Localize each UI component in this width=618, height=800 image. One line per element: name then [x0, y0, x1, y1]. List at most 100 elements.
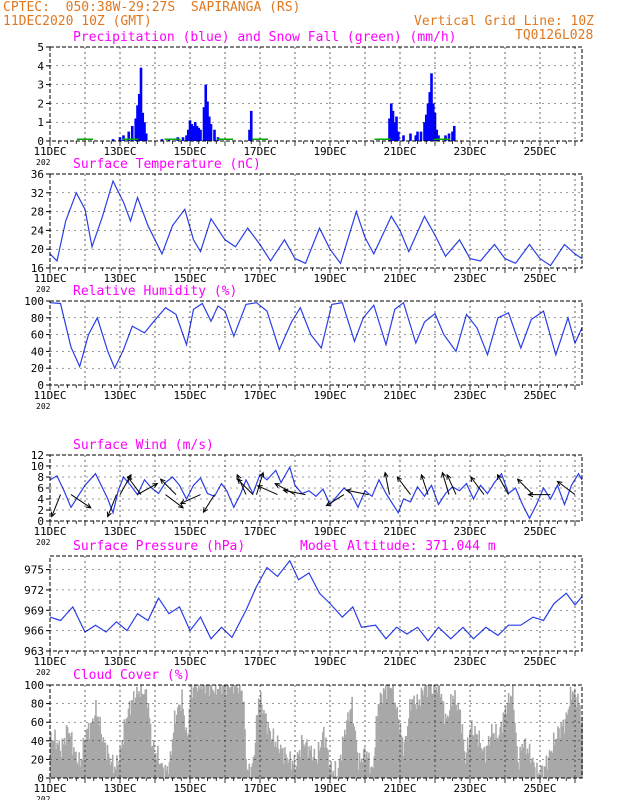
cloud-bar [457, 702, 459, 778]
temp-frame [49, 173, 583, 269]
cloud-bar [300, 735, 303, 778]
y-tick-label: 972 [24, 584, 44, 597]
cloud-bar [391, 689, 393, 778]
cloud-bar [446, 715, 449, 778]
cloud-bar [504, 705, 507, 778]
y-tick-label: 24 [31, 224, 45, 237]
cloud-bar [432, 693, 434, 778]
y-tick-label: 0 [37, 135, 44, 148]
wind-arrow [396, 476, 411, 495]
x-tick-label: 17DEC [243, 272, 276, 285]
cloud-bar [267, 721, 269, 778]
precip-bar [388, 118, 391, 141]
cloud-bar [451, 706, 453, 778]
cloud-bar [145, 689, 148, 778]
cloud-bar [89, 722, 92, 778]
cloud-bar [484, 762, 487, 778]
cloud-bar [538, 772, 540, 778]
cloud-bar [442, 701, 445, 778]
cloud-bar [85, 729, 88, 778]
cloud-bar [334, 761, 337, 778]
y-tick-label: 6 [37, 482, 44, 495]
cloud-bar [423, 686, 426, 778]
cloud-bar [137, 694, 139, 778]
cloud-bar [416, 694, 419, 778]
cloud-bar [450, 694, 452, 778]
cloud-bar [235, 685, 238, 778]
cloud-bar [142, 694, 144, 778]
precip-bar [202, 107, 206, 141]
cloud-bar [554, 744, 556, 778]
cloud-bar [299, 757, 302, 778]
cloud-bar [433, 685, 435, 778]
cloud-bar [331, 774, 333, 778]
cloud-bar [120, 747, 122, 778]
wind-arrow-head [556, 480, 563, 487]
cloud-bar [487, 735, 490, 778]
cloud-bar [179, 704, 181, 778]
cloud-bar [151, 745, 154, 778]
cloud-bar [524, 738, 527, 778]
precip-panel [46, 46, 583, 146]
cloud-bar [199, 688, 201, 778]
y-tick-label: 975 [24, 564, 44, 577]
cloud-bar [297, 754, 300, 778]
wind-arrow-head [441, 471, 447, 478]
precip-bar [391, 110, 395, 141]
cloud-bar [435, 686, 437, 778]
precip-bar [428, 92, 432, 141]
cloud-bar [392, 685, 394, 778]
cloud-bar [262, 714, 264, 778]
cloud-bar [278, 753, 281, 778]
wind-arrow-head [259, 471, 265, 478]
cloud-bar [318, 750, 321, 778]
cloud-bar [395, 708, 398, 778]
cloud-bar [374, 747, 377, 778]
cloud-bar [319, 747, 322, 778]
cloud-bar [248, 763, 251, 778]
cloud-bar [509, 695, 512, 778]
cloud-bar [229, 686, 232, 778]
cloud-bar [480, 748, 483, 778]
cloud-bar [213, 693, 216, 778]
cloud-bar [181, 689, 183, 778]
cloud-bar [571, 691, 574, 778]
cloud-bar [216, 688, 219, 778]
cloud-bar [560, 723, 562, 778]
cloud-bar [540, 765, 542, 778]
cloud-bar [168, 761, 171, 778]
cloud-bar [413, 695, 415, 778]
cloud-bar [306, 739, 308, 778]
cloud-bar [250, 767, 253, 778]
cloud-bar [502, 712, 505, 778]
wind-arrow [420, 474, 429, 495]
cloud-bar [429, 686, 431, 778]
cloud-bar [340, 760, 343, 778]
cloud-bar [188, 708, 191, 778]
cloud-bar [561, 726, 563, 778]
cloud-bar [576, 707, 578, 778]
wind-frame [49, 454, 583, 522]
cloud-bar [309, 750, 311, 778]
cloud-bar [211, 689, 214, 778]
run-code: TQ0126L028 [515, 28, 594, 43]
precip-bar [204, 84, 208, 141]
cloud-bar [209, 685, 212, 778]
cloud-bar [123, 719, 126, 778]
precip-bar [206, 101, 209, 141]
cloud-bar [52, 740, 54, 778]
y-tick-label: 969 [24, 604, 44, 617]
cloud-bar [107, 753, 110, 778]
cloud-bar [74, 752, 76, 778]
cloud-bar [55, 749, 57, 778]
cloud-bar [358, 752, 361, 778]
cloud-bar [207, 685, 210, 778]
cloud-bar [499, 727, 501, 778]
cloud-bar [527, 753, 530, 778]
cloud-bar [197, 691, 199, 778]
x-tick-label: 23DEC [453, 145, 486, 158]
wind-arrow-head [282, 488, 289, 494]
cloud-bar [165, 770, 168, 778]
cloud-bar [295, 766, 298, 778]
cloud-bar [88, 739, 91, 778]
